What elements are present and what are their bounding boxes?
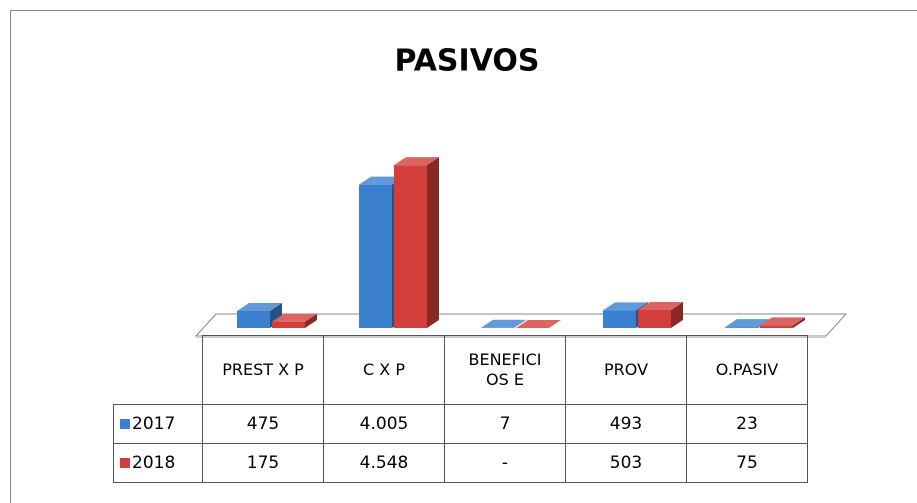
bar-side: [671, 301, 683, 328]
category-cell: PREST X P: [202, 335, 324, 405]
bar-top: [603, 302, 648, 311]
legend-swatch: [120, 419, 130, 429]
bar: [394, 165, 427, 328]
value-cell: 503: [565, 443, 687, 483]
category-cell: BENEFICIOS E: [444, 335, 566, 405]
bar: [760, 325, 793, 328]
value-cell: 493: [565, 404, 687, 444]
value-cell: 23: [686, 404, 808, 444]
value-cell: 175: [202, 443, 324, 483]
bar: [603, 310, 636, 328]
table-row: 2017 475 4.005 7 493 23: [113, 404, 808, 444]
category-label: BENEFICIOS E: [468, 350, 542, 389]
bar: [359, 184, 392, 328]
value-cell: -: [444, 443, 566, 483]
bar: [237, 310, 270, 328]
chart-title: PASIVOS: [394, 44, 539, 79]
value-cell: 75: [686, 443, 808, 483]
category-label: C X P: [363, 360, 405, 379]
table-row: 2018 175 4.548-503 75: [113, 443, 808, 483]
category-cell: PROV: [565, 335, 687, 405]
legend-label: 2017: [132, 414, 176, 434]
bar: [638, 309, 671, 328]
legend-label: 2018: [132, 453, 176, 473]
bar-side: [427, 157, 439, 328]
legend-cell: 2018: [113, 443, 203, 483]
bar-side: [514, 319, 526, 328]
bar-top: [481, 319, 526, 328]
chart-border: [10, 10, 917, 503]
value-cell: 4.548: [323, 443, 445, 483]
corner: [113, 335, 203, 405]
bar-top: [760, 317, 805, 326]
value-cell: 4.005: [323, 404, 445, 444]
category-label: PREST X P: [222, 360, 304, 379]
bar-side: [793, 317, 805, 328]
legend-swatch: [120, 458, 130, 468]
bar: [272, 321, 305, 328]
bar-top: [725, 319, 770, 328]
data-table: PREST X P C X P BENEFICIOS E PROV O.PASIV 20…: [113, 335, 808, 483]
category-cell: O.PASIV: [686, 335, 808, 405]
bar-top: [237, 302, 282, 311]
bar-top: [394, 157, 439, 166]
bar: [725, 327, 758, 328]
category-cell: C X P: [323, 335, 445, 405]
value-cell: 7: [444, 404, 566, 444]
bar-top: [638, 301, 683, 310]
category-label: O.PASIV: [715, 360, 779, 379]
legend-cell: 2017: [113, 404, 203, 444]
category-label: PROV: [603, 360, 649, 379]
bar-top: [359, 176, 404, 185]
bar-top: [272, 313, 317, 322]
bar-top: [516, 320, 561, 328]
value-cell: 475: [202, 404, 324, 444]
bar-side: [305, 313, 317, 328]
